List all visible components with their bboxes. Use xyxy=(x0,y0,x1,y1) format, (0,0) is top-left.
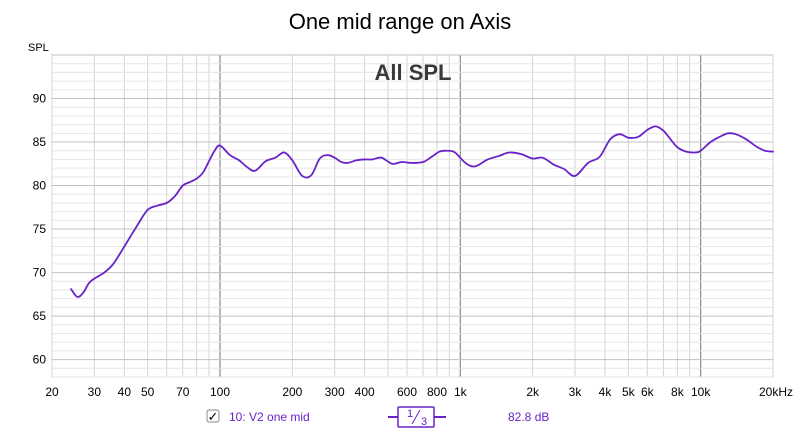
x-tick-label: 600 xyxy=(397,385,417,399)
y-tick-label: 75 xyxy=(33,222,47,236)
series-line xyxy=(70,125,774,298)
grid xyxy=(51,54,774,378)
checkmark-icon: ✓ xyxy=(208,409,219,424)
x-tick-labels: 20 30 40 50 70 100 200 300 400 600 800 1k 2k 3k 4k 5k 6k… xyxy=(45,385,793,399)
plot-area xyxy=(51,54,774,378)
smoothing-numerator: 1 xyxy=(407,408,413,420)
x-tick-label: 400 xyxy=(355,385,375,399)
legend-series-label[interactable]: 10: V2 one mid xyxy=(229,410,310,424)
x-tick-label: 8k xyxy=(671,385,685,399)
x-tick-label: 100 xyxy=(210,385,230,399)
plot-label: All SPL xyxy=(374,60,451,85)
legend: ✓ 10: V2 one mid 1 3 82.8 dB xyxy=(206,406,549,428)
x-tick-label: 6k xyxy=(641,385,655,399)
x-tick-label: 200 xyxy=(282,385,302,399)
y-tick-label: 60 xyxy=(33,353,47,367)
y-tick-label: 65 xyxy=(33,309,47,323)
x-tick-label: 70 xyxy=(176,385,190,399)
x-tick-label: 30 xyxy=(88,385,102,399)
y-tick-label: 80 xyxy=(33,179,47,193)
smoothing-indicator[interactable]: 1 3 xyxy=(388,406,446,428)
x-tick-label: 3k xyxy=(569,385,583,399)
x-tick-label: 40 xyxy=(118,385,132,399)
y-tick-label: 90 xyxy=(33,92,47,106)
y-tick-label: 70 xyxy=(33,266,47,280)
x-tick-label: 10k xyxy=(691,385,711,399)
y-axis-label: SPL xyxy=(28,42,49,54)
x-tick-label: 20 xyxy=(45,385,59,399)
y-tick-label: 85 xyxy=(33,135,47,149)
series-group xyxy=(70,125,774,298)
x-tick-label: 50 xyxy=(141,385,155,399)
legend-checkbox[interactable] xyxy=(206,409,220,423)
chart-title: One mid range on Axis xyxy=(289,9,512,34)
x-tick-label: 1k xyxy=(454,385,468,399)
x-tick-label: 4k xyxy=(599,385,613,399)
smoothing-denominator: 3 xyxy=(421,416,427,428)
x-tick-label: 300 xyxy=(325,385,345,399)
x-tick-label: 20kHz xyxy=(759,385,793,399)
x-tick-label: 2k xyxy=(526,385,540,399)
x-tick-label: 800 xyxy=(427,385,447,399)
value-readout: 82.8 dB xyxy=(508,410,549,424)
x-tick-label: 5k xyxy=(622,385,636,399)
y-tick-labels: 60 65 70 75 80 85 90 xyxy=(33,92,47,367)
